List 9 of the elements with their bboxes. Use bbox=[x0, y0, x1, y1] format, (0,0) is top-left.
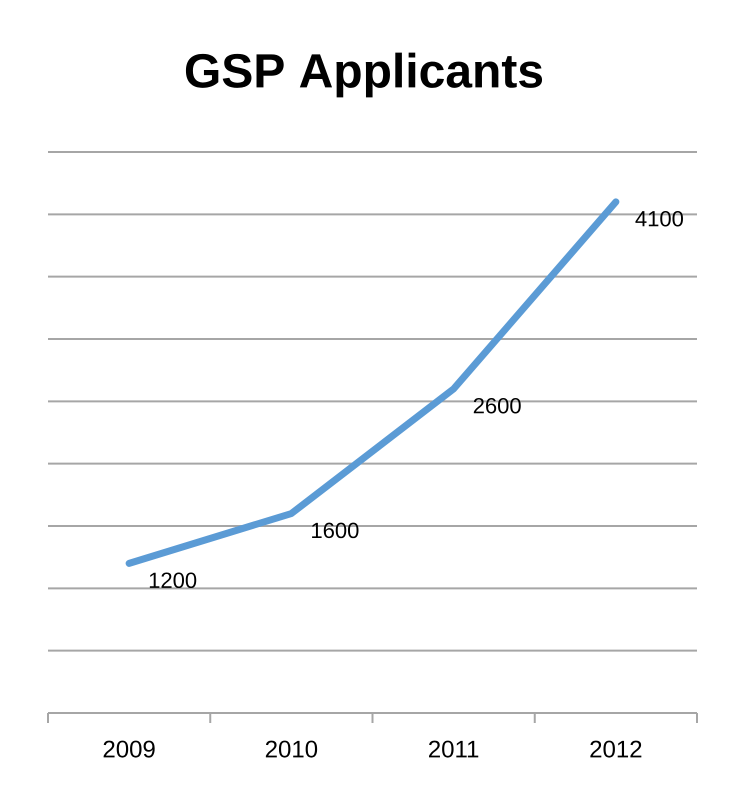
x-tick-label: 2011 bbox=[429, 740, 478, 758]
data-label: 1600 bbox=[312, 522, 358, 538]
chart-title: GSP Applicants bbox=[186, 52, 542, 98]
x-tick-label: 2009 bbox=[104, 740, 155, 758]
data-label: 1200 bbox=[150, 572, 196, 588]
data-label: 2600 bbox=[474, 398, 521, 414]
data-label: 4100 bbox=[635, 210, 683, 227]
x-tick-label: 2010 bbox=[266, 740, 318, 758]
x-tick-label: 2012 bbox=[590, 740, 642, 758]
